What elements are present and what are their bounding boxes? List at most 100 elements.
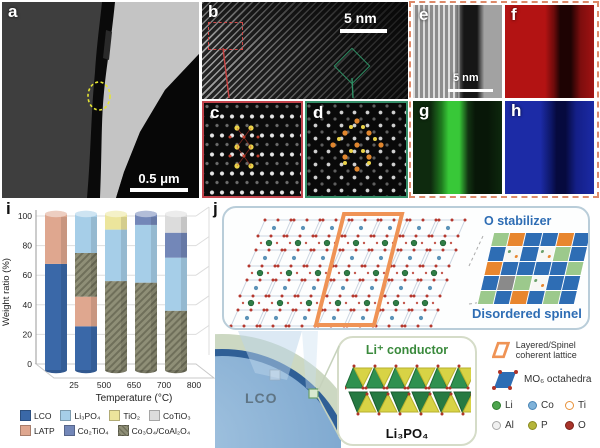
o-stabilizer-label: O stabilizer <box>484 214 552 228</box>
chart-bar-segment <box>135 214 157 225</box>
legend-label: LATP <box>34 425 55 436</box>
mo6-octahedra-label: MO₆ octahedra <box>524 374 592 386</box>
coherent-lattice-graphic <box>229 212 484 328</box>
p-atom-icon <box>528 421 537 430</box>
legend-swatch <box>60 410 72 421</box>
panel-b-label: b <box>208 2 219 21</box>
chart-bar-segment <box>135 224 157 283</box>
panel-j-label: j <box>213 199 218 218</box>
coherent-lattice-outline <box>313 212 405 327</box>
atom-symbol: P <box>541 420 548 431</box>
disordered-spinel-mosaic <box>476 232 588 305</box>
panel-c-atomic-image: c <box>202 101 303 198</box>
chart-bar-segment <box>45 263 67 370</box>
scale-bar-a-label: 0.5 μm <box>138 171 179 186</box>
chart-bar-segment <box>105 281 127 370</box>
y-tick-label: 100 <box>18 211 32 221</box>
chart-bar <box>75 210 97 374</box>
legend-swatch <box>117 425 129 436</box>
panel-g-map-green: g <box>413 101 502 194</box>
legend-swatch <box>149 410 160 421</box>
scale-bar-e <box>448 89 493 92</box>
lattice-schematic-box: O stabilizer Disordered spinel <box>222 206 590 330</box>
panel-f-label: f <box>511 5 517 24</box>
o-atom-icon <box>565 421 574 430</box>
legend-item: TiO₂ <box>109 410 140 421</box>
legend-swatch <box>20 425 31 436</box>
atom-symbol: Al <box>505 420 514 431</box>
atom-legend-item: Al <box>492 420 528 431</box>
scale-bar-e-label: 5 nm <box>453 72 479 84</box>
mosaic-cell <box>558 290 577 304</box>
atom-legend: Li Co Ti Al P O <box>492 400 600 431</box>
scale-bar-b <box>340 29 387 33</box>
atom-legend-item: Li <box>492 400 528 411</box>
panel-b-hrtem-image: b 5 nm <box>202 2 408 99</box>
tem-overview-graphic: 0.5 μm <box>2 2 199 198</box>
chart-bar <box>135 210 157 374</box>
lco-particle-graphic <box>215 330 341 448</box>
legend-item: LATP <box>20 425 55 436</box>
panel-e-stem-image: e 5 nm <box>413 5 502 98</box>
y-tick-label: 80 <box>23 241 33 251</box>
ti-atom-icon <box>565 401 574 410</box>
legend-item: Co₂TiO₄ <box>63 425 109 436</box>
scale-bar-a <box>130 188 188 192</box>
chart-bar <box>45 210 67 374</box>
mosaic-cell <box>565 261 584 276</box>
red-dashed-roi-box <box>208 22 243 50</box>
y-tick-label: 0 <box>27 359 32 369</box>
x-tick-label: 500 <box>97 380 111 390</box>
chart-bar <box>105 210 127 374</box>
mosaic-cell <box>568 247 587 261</box>
li-atom-icon <box>492 401 501 410</box>
scale-bar-b-label: 5 nm <box>344 10 377 26</box>
chart-bar-segment <box>75 253 97 297</box>
chart-bar-segment <box>165 214 187 233</box>
panel-f-map-red: f <box>505 5 594 98</box>
atom-symbol: O <box>578 420 586 431</box>
panel-d-label: d <box>313 103 324 122</box>
panel-i-chart: 0 20 40 60 80 100 25 500 650 700 800 Weight ratio (… <box>0 200 216 448</box>
panel-g-label: g <box>419 101 430 120</box>
atom-legend-item: P <box>528 420 565 431</box>
li3po4-crystal-graphic <box>345 364 471 416</box>
legend-label: Li₃PO₄ <box>74 410 101 421</box>
atom-legend-item: O <box>565 420 598 431</box>
legend-label: Co₂TiO₄ <box>77 425 109 436</box>
region-of-interest-circle <box>87 81 111 111</box>
legend-swatch <box>63 425 75 436</box>
y-tick-label: 20 <box>23 329 33 339</box>
co-atom-icon <box>528 401 537 410</box>
mo6-octahedra-icon <box>492 370 518 390</box>
mosaic-cell <box>571 233 588 247</box>
y-axis-title: Weight ratio (%) <box>1 258 12 326</box>
x-tick-label: 800 <box>187 380 201 390</box>
chart-bar-segment <box>165 257 187 311</box>
panel-c-atom-overlay <box>228 125 260 169</box>
panel-i-label: i <box>6 199 11 218</box>
panel-c-label: c <box>210 103 220 122</box>
li-conductor-box: Li⁺ conductor Li₃PO₄ <box>337 336 477 446</box>
legend-label: Co₃O₄/CoAl₂O₄ <box>131 425 191 436</box>
li-conductor-label: Li⁺ conductor <box>365 343 449 357</box>
panel-a-tem-image: 0.5 μm a <box>2 2 199 198</box>
legend-item: Li₃PO₄ <box>60 410 100 421</box>
stacked-bar-chart: 0 20 40 60 80 100 25 500 650 700 800 Weight ratio (… <box>1 206 216 404</box>
x-axis-title: Temperature (°C) <box>96 393 173 404</box>
chart-bar-segment <box>165 310 187 370</box>
mosaic-cell <box>561 276 581 290</box>
x-tick-label: 700 <box>157 380 171 390</box>
li3po4-label: Li₃PO₄ <box>385 426 429 441</box>
panel-e-label: e <box>419 5 429 24</box>
legend-label: TiO₂ <box>123 410 140 421</box>
x-tick-label: 650 <box>127 380 141 390</box>
chart-bar <box>165 210 187 374</box>
atom-legend-item: Co <box>528 400 565 411</box>
legend-swatch <box>109 410 121 421</box>
panel-b-connectors <box>222 47 354 99</box>
disordered-spinel-label: Disordered spinel <box>472 306 582 321</box>
y-tick-label: 60 <box>23 270 33 280</box>
chart-bar-segment <box>75 214 97 253</box>
